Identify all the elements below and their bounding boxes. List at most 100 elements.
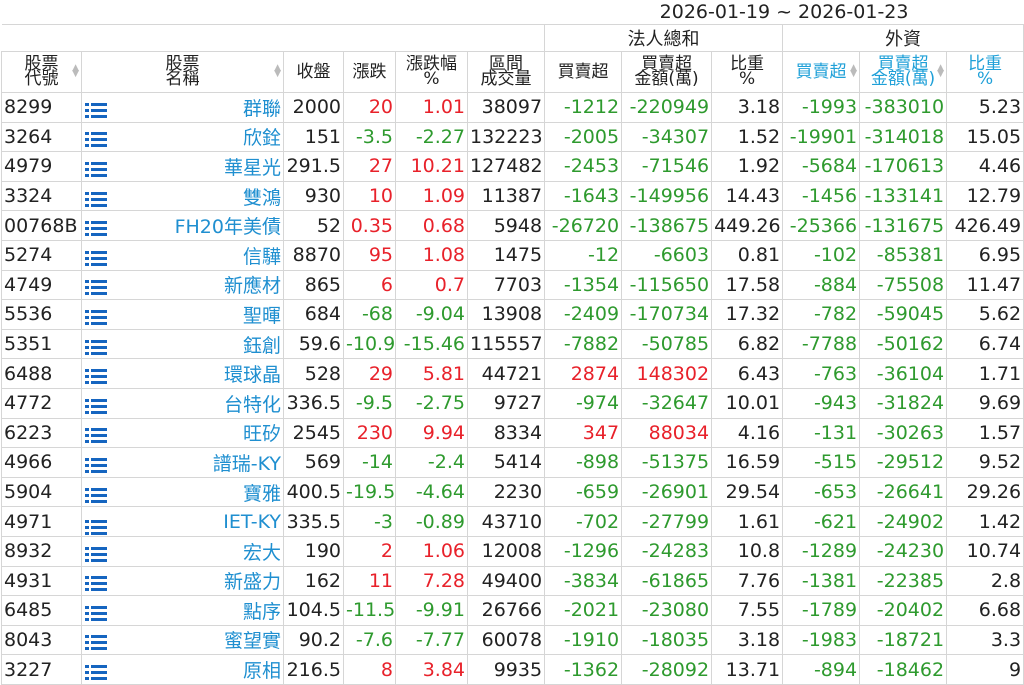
list-icon[interactable] [85,160,107,177]
list-icon[interactable] [85,101,107,118]
list-icon[interactable] [85,130,107,148]
table-row[interactable]: 8299 群聯 2000 20 1.01 38097 -1212 -220949 3.18 -19… [1,92,1024,123]
column-header-change[interactable]: 漲跌 [343,51,396,93]
table-row[interactable]: 6485 點序 104.5 -11.5 -9.91 26766 -2021 -23080 7.5… [1,595,1024,626]
stock-name[interactable]: 旺矽 [242,423,281,446]
sort-arrows-icon[interactable]: ▲ ▼ [937,63,945,79]
list-icon[interactable] [85,249,107,266]
stock-name[interactable]: 寶雅 [242,482,281,505]
list-icon[interactable] [85,486,107,503]
stock-name[interactable]: 譜瑞-KY [212,452,281,475]
table-row[interactable]: 5274 信驊 8870 95 1.08 1475 -12 -6603 0.81 -102 -853… [1,239,1024,271]
stock-name-link[interactable]: IET-KY [81,506,284,537]
stock-name[interactable]: 鈺創 [242,334,281,357]
column-header-code[interactable]: 股票 代號 ▲ ▼ [1,51,82,93]
table-row[interactable]: 4749 新應材 865 6 0.7 7703 -1354 -115650 17.58 -884-… [1,269,1024,301]
table-row[interactable]: 5904 寶雅 400.5 -19.5 -4.64 2230 -659 -26901 29.54… [1,476,1024,508]
stock-name[interactable]: 欣銓 [242,127,281,150]
list-icon[interactable] [85,278,107,296]
stock-name-link[interactable]: 鈺創 [81,328,284,360]
stock-name-link[interactable]: 旺矽 [81,417,284,449]
stock-name-link[interactable]: 華星光 [81,151,284,182]
stock-name-link[interactable]: FH20年美債 [81,210,284,241]
table-row[interactable]: 4772 台特化 336.5 -9.5 -2.75 9727 -974 -32647 10.01… [1,387,1024,419]
stock-name-link[interactable]: 新盛力 [81,565,284,597]
column-header-for-amount[interactable]: 買賣超 金額(萬) ▲ ▼ [859,51,948,93]
sort-arrows-icon[interactable]: ▲ ▼ [274,63,281,79]
table-row[interactable]: 3264 欣銓 151 -3.5 -2.27 132223 -2005 -34307 1.52-… [1,121,1024,153]
table-row[interactable]: 4971 IET-KY 335.5 -3 -0.89 43710 -702 -27799 1.6… [1,506,1024,537]
column-header-close[interactable]: 收盤 [283,51,344,93]
list-icon[interactable] [85,633,107,651]
table-row[interactable]: 3227 原相 216.5 8 3.84 9935 -1362 -28092 13.71 -894… [1,654,1024,685]
stock-name[interactable]: 聖暉 [242,304,281,327]
column-header-line1: 買賣超 [641,54,693,74]
list-icon[interactable] [85,574,107,592]
stock-name[interactable]: 台特化 [223,393,281,416]
column-header-change-pct[interactable]: 漲跌幅% [395,51,468,93]
list-icon[interactable] [85,190,107,207]
list-icon[interactable] [85,456,107,473]
table-row[interactable]: 4966 譜瑞-KY 569 -14 -2.4 5414 -898 -51375 16.59 -5… [1,447,1024,478]
list-icon[interactable] [85,397,107,414]
stock-name[interactable]: IET-KY [223,510,281,533]
cell-inst-ratio: 3.18 [711,92,784,123]
stock-name[interactable]: 雙鴻 [242,186,281,209]
stock-name-link[interactable]: 欣銓 [81,121,284,153]
stock-name[interactable]: 新應材 [223,275,281,298]
column-header-inst-amount[interactable]: 買賣超 金額(萬) [621,51,713,93]
list-icon[interactable] [85,367,107,385]
column-header-inst-net[interactable]: 買賣超 [544,51,623,93]
table-row[interactable]: 5536 聖暉 684 -68 -9.04 13908 -2409 -170734 17.32-… [1,299,1024,330]
stock-name[interactable]: 華星光 [223,156,281,179]
table-row[interactable]: 00768B FH20年美債 52 0.35 0.68 5948 -26720 -138675… [1,210,1024,241]
stock-name[interactable]: FH20年美債 [174,216,281,239]
stock-name-link[interactable]: 原相 [81,654,284,685]
list-icon[interactable] [85,604,107,621]
table-row[interactable]: 5351 鈺創 59.6 -10.9 -15.46 115557 -7882 -50785 6.… [1,328,1024,360]
list-icon[interactable] [85,219,107,237]
stock-name[interactable]: 原相 [242,660,281,683]
stock-name[interactable]: 蜜望實 [223,630,281,653]
cell-for-net: -1993 [782,92,861,123]
stock-name[interactable]: 點序 [242,600,281,623]
stock-name-link[interactable]: 寶雅 [81,476,284,508]
table-row[interactable]: 3324 雙鴻 930 10 1.09 11387 -1643 -149956 14.43 -14… [1,180,1024,212]
column-header-volume[interactable]: 區間 成交量 [466,51,546,93]
stock-name-link[interactable]: 群聯 [81,92,284,123]
stock-name-link[interactable]: 宏大 [81,535,284,567]
stock-name-link[interactable]: 蜜望實 [81,624,284,656]
stock-name-link[interactable]: 雙鴻 [81,180,284,212]
column-header-name[interactable]: 股票 名稱 ▲ ▼ [81,51,284,93]
stock-name[interactable]: 新盛力 [223,571,281,594]
stock-name-link[interactable]: 點序 [81,595,284,626]
stock-name[interactable]: 環球晶 [223,364,281,387]
list-icon[interactable] [85,426,107,444]
list-icon[interactable] [85,518,107,535]
stock-name-link[interactable]: 台特化 [81,387,284,419]
cell-inst-amount: -149956 [621,180,713,212]
list-icon[interactable] [85,663,107,681]
table-row[interactable]: 8932 宏大 190 2 1.06 12008 -1296 -24283 10.8 -1289-… [1,535,1024,567]
stock-name-link[interactable]: 新應材 [81,269,284,301]
table-row[interactable]: 8043 蜜望實 90.2 -7.6 -7.77 60078 -1910 -18035 3.18… [1,624,1024,656]
stock-name-link[interactable]: 譜瑞-KY [81,447,284,478]
stock-name[interactable]: 宏大 [242,541,281,564]
table-row[interactable]: 4931 新盛力 162 11 7.28 49400 -3834 -61865 7.76 -138… [1,565,1024,597]
column-header-for-net[interactable]: 買賣超 ▲ ▼ [782,51,861,93]
stock-name[interactable]: 信驊 [242,245,281,268]
list-icon[interactable] [85,338,107,355]
stock-name-link[interactable]: 信驊 [81,239,284,271]
column-header-inst-ratio[interactable]: 比重% [711,51,784,93]
list-icon[interactable] [85,545,107,562]
table-row[interactable]: 4979 華星光 291.5 27 10.21 127482 -2453 -71546 1.92… [1,151,1024,182]
table-row[interactable]: 6223 旺矽 2545 230 9.94 8334 347 88034 4.16 -131 -30… [1,417,1024,449]
stock-name[interactable]: 群聯 [242,97,281,120]
table-row[interactable]: 6488 環球晶 528 29 5.81 44721 2874 148302 6.43 -763-… [1,358,1024,389]
stock-name-link[interactable]: 環球晶 [81,358,284,389]
list-icon[interactable] [85,308,107,325]
sort-arrows-icon[interactable]: ▲ ▼ [72,63,79,79]
stock-name-link[interactable]: 聖暉 [81,299,284,330]
sort-arrows-icon[interactable]: ▲ ▼ [850,63,858,79]
column-header-for-ratio[interactable]: 比重% [946,51,1024,93]
